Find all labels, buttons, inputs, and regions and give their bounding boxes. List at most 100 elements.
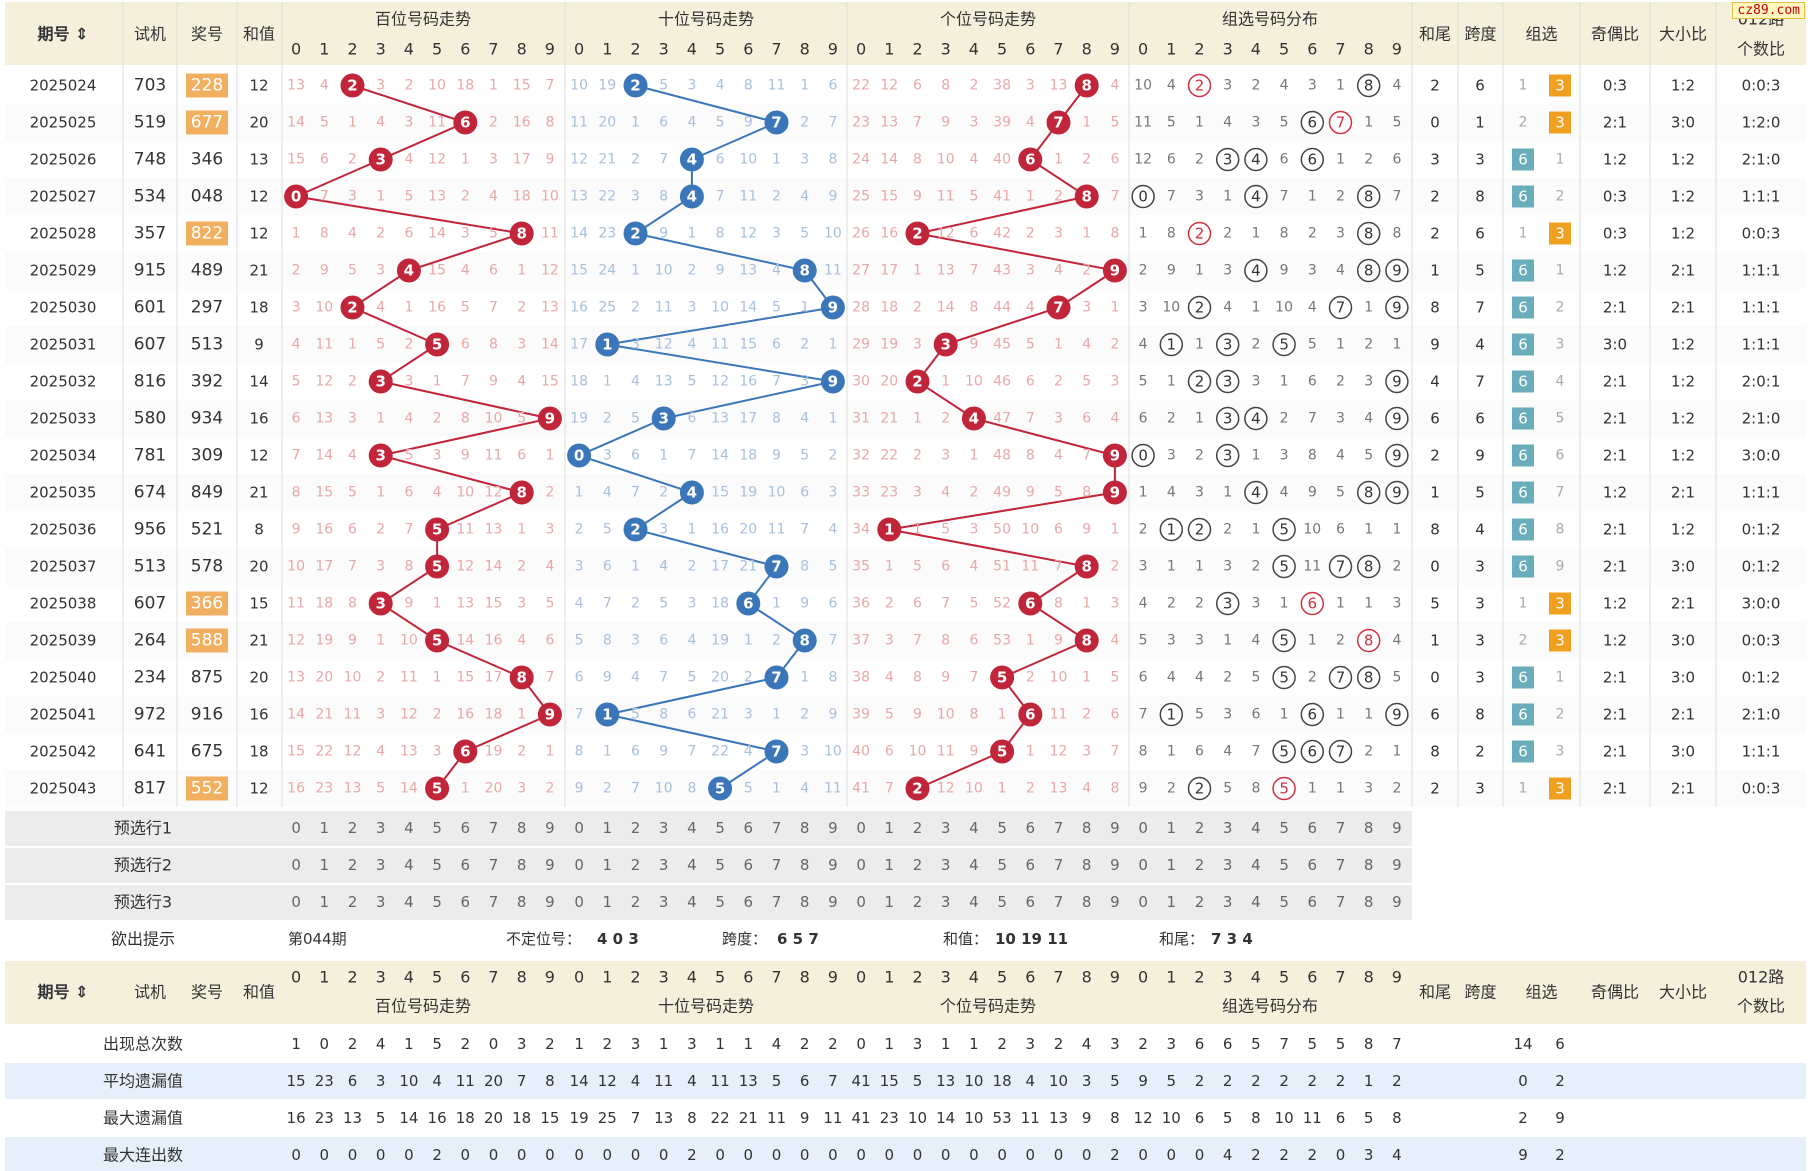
group-ball: [1215, 332, 1240, 357]
preselect-digit: 1: [1167, 819, 1177, 837]
miss-value: 11: [456, 522, 474, 538]
trend-ball: [567, 443, 592, 468]
footer-section-title: 组选号码分布: [1222, 997, 1318, 1016]
miss-value: 3: [1054, 226, 1063, 242]
group-miss-value: 3: [1195, 485, 1204, 501]
group-miss-value: 1: [1251, 300, 1260, 316]
miss-value: 1: [800, 78, 809, 94]
preselect-digit: 3: [941, 819, 951, 837]
trend-ball: [1018, 591, 1043, 616]
preselect-digit: 1: [885, 856, 895, 874]
miss-value: 4: [659, 559, 668, 575]
miss-value: 1: [913, 263, 922, 279]
miss-value: 6: [489, 263, 498, 279]
zuxuan-three-miss: 2: [1556, 300, 1565, 316]
miss-value: 17: [711, 559, 729, 575]
group-miss-value: 3: [1223, 78, 1232, 94]
group-ball-digit: 3: [1223, 336, 1233, 354]
stats-value: 0: [941, 1146, 951, 1164]
miss-value: 16: [739, 374, 757, 390]
stats-value: 5: [772, 1072, 782, 1090]
miss-value: 10: [428, 78, 446, 94]
preselect-row-bg: [5, 885, 1412, 920]
row-daxiao: 1:2: [1671, 521, 1695, 539]
zuxuan-six: 6: [1518, 484, 1528, 502]
preselect-digit: 8: [1082, 856, 1092, 874]
miss-value: 10: [909, 744, 927, 760]
miss-value: 20: [711, 670, 729, 686]
group-ball-digit: 8: [1364, 558, 1374, 576]
preselect-digit: 8: [800, 856, 810, 874]
zuxuan-six-miss: 1: [1519, 781, 1528, 797]
row-test: 972: [134, 705, 166, 725]
footer-digit: 6: [1307, 968, 1317, 987]
preselect-digit: 4: [404, 893, 414, 911]
miss-value: 37: [852, 633, 870, 649]
row-test: 781: [134, 446, 166, 466]
zuxuan-three-cell: [1549, 777, 1571, 800]
stats-value: 0: [545, 1146, 555, 1164]
miss-value: 36: [852, 596, 870, 612]
stats-value: 23: [315, 1072, 334, 1090]
miss-value: 10: [287, 559, 305, 575]
header-digit: 8: [1364, 40, 1374, 59]
miss-value: 24: [598, 263, 616, 279]
row-012: 3:0:0: [1742, 595, 1781, 613]
miss-value: 3: [292, 300, 301, 316]
group-ball-digit: 9: [1392, 410, 1402, 428]
group-miss-value: 4: [1308, 300, 1317, 316]
miss-value: 2: [404, 337, 413, 353]
stats-value: 3: [687, 1035, 697, 1053]
group-miss-value: 1: [1336, 596, 1345, 612]
miss-value: 3: [348, 411, 357, 427]
miss-value: 7: [828, 115, 837, 131]
miss-value: 10: [824, 226, 842, 242]
miss-value: 4: [1110, 78, 1119, 94]
miss-value: 41: [993, 189, 1011, 205]
footer-digit: 8: [517, 968, 527, 987]
miss-value: 13: [287, 78, 305, 94]
preselect-digit: 7: [1054, 819, 1064, 837]
trend-ball: [792, 258, 817, 283]
preselect-digit: 6: [1026, 893, 1036, 911]
footer-digit: 6: [743, 968, 753, 987]
miss-value: 5: [320, 115, 329, 131]
stats-value: 23: [880, 1109, 899, 1127]
row-jiou: 2:1: [1603, 743, 1627, 761]
row-jiou: 2:1: [1603, 373, 1627, 391]
site-logo[interactable]: cz89.com: [1732, 2, 1805, 19]
miss-value: 11: [1050, 707, 1068, 723]
row-012: 2:1:0: [1742, 706, 1781, 724]
header-digit: 6: [460, 40, 470, 59]
group-miss-value: 3: [1364, 781, 1373, 797]
miss-value: 8: [1110, 226, 1119, 242]
preselect-digit: 4: [404, 856, 414, 874]
preselect-digit: 1: [320, 819, 330, 837]
stats-value: 9: [800, 1109, 810, 1127]
miss-value: 19: [880, 337, 898, 353]
miss-value: 7: [969, 670, 978, 686]
trend-ball: [284, 184, 309, 209]
miss-value: 6: [800, 485, 809, 501]
preselect-digit: 4: [1251, 819, 1261, 837]
trend-ball: [623, 221, 648, 246]
group-miss-value: 9: [1139, 781, 1148, 797]
miss-value: 1: [433, 670, 442, 686]
miss-value: 1: [376, 189, 385, 205]
header-test: 试机: [134, 25, 166, 44]
row-012: 1:1:1: [1742, 743, 1781, 761]
preselect-digit: 5: [1279, 893, 1289, 911]
group-miss-value: 3: [1392, 596, 1401, 612]
group-ball-digit: 6: [1308, 743, 1318, 761]
miss-value: 8: [744, 78, 753, 94]
group-miss-value: 1: [1167, 374, 1176, 390]
miss-value: 16: [428, 300, 446, 316]
stats-zuxuan-six: 14: [1513, 1035, 1532, 1053]
trend-ball: [708, 776, 733, 801]
miss-value: 4: [575, 596, 584, 612]
miss-value: 3: [1054, 411, 1063, 427]
miss-value: 3: [687, 596, 696, 612]
miss-value: 5: [687, 670, 696, 686]
group-ball: [1385, 443, 1409, 468]
miss-value: 1: [517, 522, 526, 538]
